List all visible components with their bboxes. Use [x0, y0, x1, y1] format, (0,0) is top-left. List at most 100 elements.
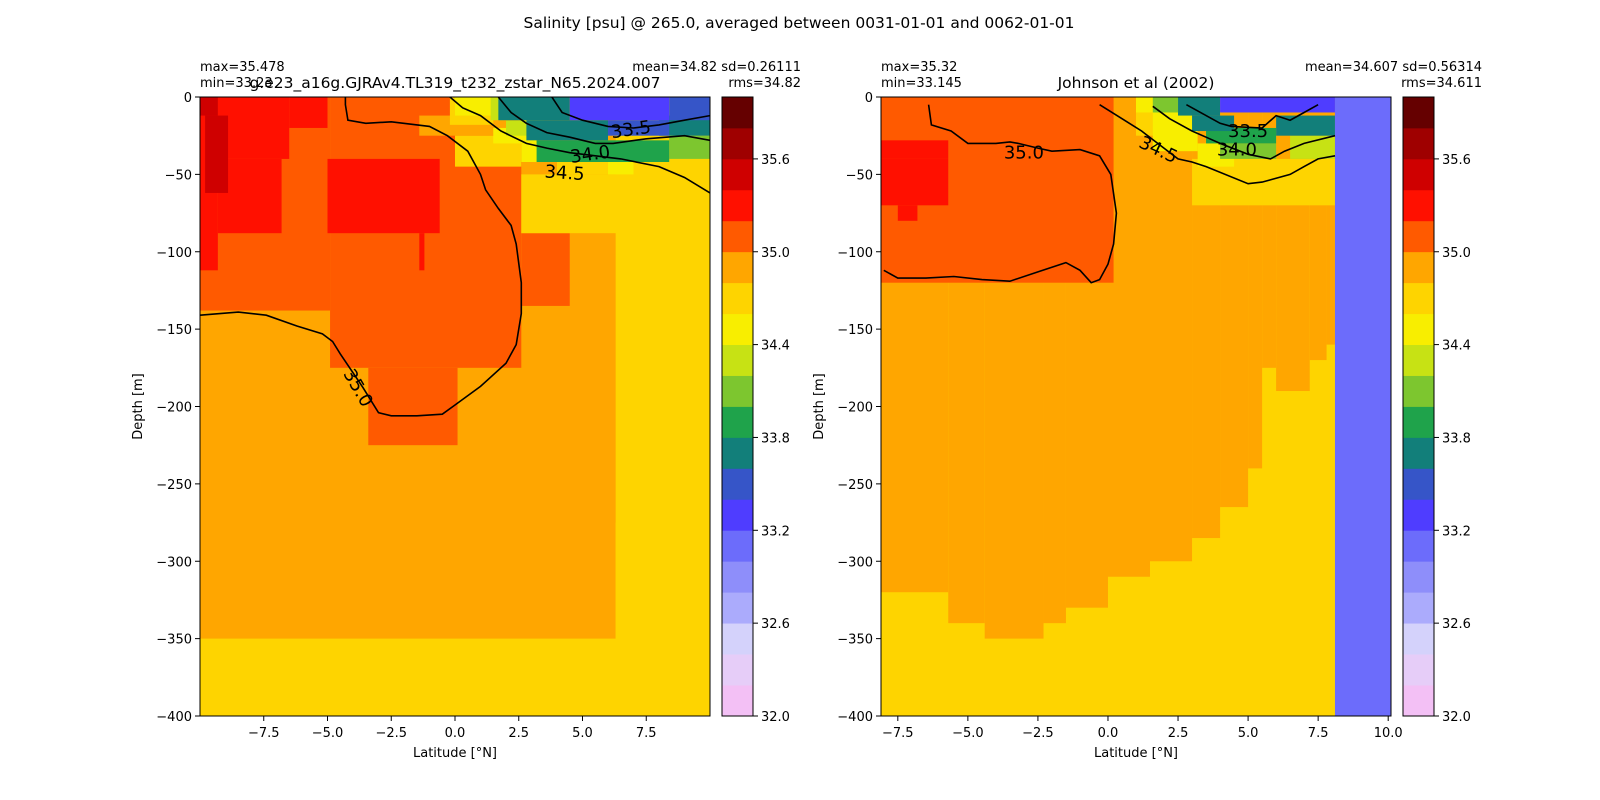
colorbar-swatch — [722, 437, 753, 469]
colorbar-swatch — [722, 97, 753, 129]
x-tick-label: 0.0 — [445, 726, 466, 741]
x-axis-label: Latitude [°N] — [1094, 746, 1178, 761]
y-tick-label: −150 — [156, 323, 192, 338]
y-tick-label: −250 — [837, 478, 873, 493]
heatmap-cell — [217, 97, 290, 159]
x-tick-label: 5.0 — [1238, 726, 1259, 741]
colorbar-swatch — [722, 189, 753, 222]
x-tick-label: −5.0 — [312, 726, 344, 741]
heatmap-cell — [419, 233, 425, 271]
y-axis-label: Depth [m] — [812, 373, 827, 440]
colorbar-swatch — [722, 561, 753, 593]
contour-label: 35.0 — [1004, 143, 1044, 164]
heatmap-cell — [455, 97, 494, 116]
heatmap-cell — [881, 140, 949, 159]
colorbar-frame — [721, 96, 754, 717]
heatmap-cell — [1334, 97, 1391, 716]
colorbar-swatch — [722, 685, 753, 717]
colorbar-swatch — [722, 220, 753, 253]
heatmap-cell — [1107, 97, 1151, 577]
colorbar-swatch — [1403, 654, 1434, 686]
heatmap-cell — [205, 115, 229, 193]
heatmap-cell — [327, 158, 440, 234]
colorbar-swatch — [1403, 127, 1434, 160]
heatmap-cell — [526, 120, 608, 141]
heatmap-cell — [1220, 97, 1335, 113]
contour-line — [1186, 104, 1319, 129]
y-tick-label: −50 — [165, 168, 192, 183]
colorbar-swatch — [722, 251, 753, 284]
colorbar-swatch — [722, 344, 753, 376]
stats-rms: rms=34.82 — [728, 76, 801, 91]
heatmap-field: 35.034.534.033.5 — [200, 97, 710, 716]
colorbar-swatch — [722, 127, 753, 160]
colorbar-swatch — [1403, 592, 1434, 624]
y-tick-label: −250 — [156, 478, 192, 493]
x-tick-label: 5.0 — [572, 726, 593, 741]
colorbar-swatch — [722, 592, 753, 624]
contour-label: 34.5 — [544, 161, 585, 185]
heatmap-cell — [569, 97, 670, 121]
y-tick-label: 0 — [865, 91, 873, 106]
y-tick-label: −300 — [156, 555, 192, 570]
y-tick-label: 0 — [184, 91, 192, 106]
colorbar-swatch — [1403, 499, 1434, 531]
contour-line — [449, 97, 710, 194]
x-tick-label: −7.5 — [882, 726, 914, 741]
colorbar-swatch — [1403, 561, 1434, 593]
colorbar-tick-label: 33.2 — [1442, 524, 1471, 539]
colorbar-tick-label: 35.0 — [1442, 246, 1471, 261]
y-tick-label: −50 — [846, 168, 873, 183]
colorbar-frame — [1402, 96, 1435, 717]
colorbar-swatch — [722, 468, 753, 500]
stats-mean-sd: mean=34.607 sd=0.56314 — [1305, 60, 1482, 75]
contour-label: 33.5 — [1228, 121, 1268, 142]
heatmap-cell — [1326, 97, 1335, 345]
colorbar-tick-label: 35.6 — [1442, 153, 1471, 168]
colorbar-swatch — [1403, 220, 1434, 253]
colorbar-tick-label: 33.8 — [761, 431, 790, 446]
x-axis-label: Latitude [°N] — [413, 746, 497, 761]
stats-max: max=35.478 — [200, 60, 285, 75]
colorbar-swatch — [1403, 406, 1434, 438]
x-tick-label: −2.5 — [1022, 726, 1054, 741]
heatmap-cell — [897, 205, 918, 221]
heatmap-cell — [1192, 115, 1235, 132]
colorbar: 32.0 32.6 33.2 33.8 34.4 35.0 35.6 — [721, 96, 790, 725]
contour-line — [551, 97, 710, 129]
colorbar-swatch — [1403, 530, 1434, 562]
heatmap-cell — [217, 158, 282, 234]
y-axis-label: Depth [m] — [131, 373, 146, 440]
heatmap-cell — [659, 115, 710, 136]
contour-line — [200, 97, 523, 417]
colorbar-swatch — [722, 623, 753, 655]
heatmap-cell — [521, 174, 710, 234]
y-tick-label: −400 — [156, 710, 192, 725]
panel-model: 35.034.534.033.5 −7.5 −5.0 −2.5 0.0 2.5 5.0 7.5… — [131, 60, 801, 761]
heatmap-cell — [498, 97, 570, 121]
colorbar: 32.0 32.6 33.2 33.8 34.4 35.0 35.6 — [1402, 96, 1471, 725]
colorbar-tick-label: 34.4 — [1442, 339, 1471, 354]
y-tick-label: −100 — [156, 246, 192, 261]
colorbar-tick-label: 32.6 — [761, 617, 790, 632]
x-tick-label: −7.5 — [248, 726, 280, 741]
contour-line — [497, 97, 710, 145]
heatmap-cell — [1150, 97, 1193, 562]
panel-title: g.e23_a16g.GJRAv4.TL319_t232_zstar_N65.2… — [249, 74, 660, 93]
colorbar-swatch — [1403, 468, 1434, 500]
colorbar-swatch — [1403, 344, 1434, 376]
colorbar-swatch — [1403, 251, 1434, 284]
contour-line — [1099, 104, 1336, 185]
heatmap-cell — [536, 140, 670, 162]
heatmap-cell — [615, 522, 710, 639]
heatmap-cell — [1136, 97, 1153, 113]
x-tick-label: 2.5 — [508, 726, 529, 741]
colorbar-tick-label: 35.0 — [761, 246, 790, 261]
colorbar-swatch — [722, 530, 753, 562]
panel-title: Johnson et al (2002) — [1057, 74, 1215, 92]
heatmap-cell — [1220, 143, 1277, 159]
colorbar-swatch — [1403, 189, 1434, 222]
y-tick-label: −350 — [837, 633, 873, 648]
